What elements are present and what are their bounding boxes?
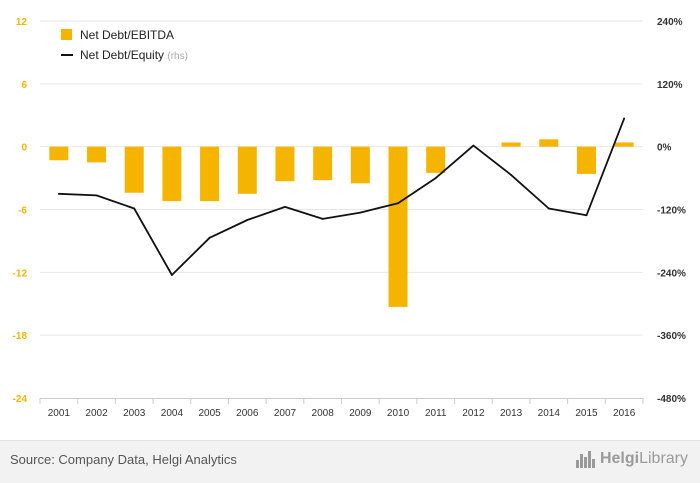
bar-2013 bbox=[501, 142, 521, 147]
line-point-2008 bbox=[321, 218, 324, 220]
line-point-2011 bbox=[434, 177, 437, 179]
bar-2015 bbox=[576, 146, 596, 174]
bar-2005 bbox=[200, 146, 220, 202]
right-tick-label: 120% bbox=[657, 80, 683, 91]
chart-svg: 12 6 0 -6 -12 -18 -24 240% 120% 0% -120% -240% -360… bbox=[13, 17, 686, 419]
x-tick-label: 2010 bbox=[387, 408, 410, 419]
right-tick-label: -480% bbox=[657, 394, 686, 405]
right-axis: 240% 120% 0% -120% -240% -360% -480% bbox=[657, 17, 686, 405]
bar-2010 bbox=[388, 146, 408, 307]
bar-2004 bbox=[162, 146, 182, 202]
line-point-2016 bbox=[623, 117, 626, 120]
source-text: Source: Company Data, Helgi Analytics bbox=[10, 452, 237, 467]
line-point-2005 bbox=[208, 236, 211, 239]
line-point-2009 bbox=[359, 211, 362, 214]
x-tick-label: 2004 bbox=[161, 408, 184, 419]
left-tick-label: -18 bbox=[13, 331, 28, 342]
bar-2003 bbox=[124, 146, 144, 193]
legend-rhs-suffix: (rhs) bbox=[167, 51, 188, 62]
left-tick-label: 0 bbox=[21, 143, 27, 154]
right-tick-label: 0% bbox=[657, 143, 672, 154]
x-tick-label: 2013 bbox=[500, 408, 523, 419]
line-point-2002 bbox=[95, 194, 98, 197]
bar-2016 bbox=[614, 142, 634, 147]
legend: Net Debt/EBITDA Net Debt/Equity (rhs) bbox=[61, 28, 188, 62]
line-point-2014 bbox=[547, 207, 550, 210]
library-logo-icon bbox=[575, 450, 596, 468]
x-tick-label: 2016 bbox=[613, 408, 636, 419]
x-tick-label: 2014 bbox=[538, 408, 561, 419]
bar-2002 bbox=[87, 146, 107, 163]
left-tick-label: -12 bbox=[13, 268, 28, 279]
x-tick-label: 2009 bbox=[349, 408, 372, 419]
line-point-2006 bbox=[246, 219, 249, 221]
x-tick-label: 2006 bbox=[236, 408, 259, 419]
left-tick-label: 12 bbox=[16, 17, 28, 28]
right-tick-label: -120% bbox=[657, 206, 686, 217]
line-point-2015 bbox=[585, 214, 588, 217]
equity-line bbox=[57, 117, 626, 276]
x-tick-label: 2005 bbox=[198, 408, 221, 419]
right-tick-label: 240% bbox=[657, 17, 683, 28]
bar-2014 bbox=[539, 139, 559, 147]
x-tick-label: 2012 bbox=[462, 408, 485, 419]
x-tick-label: 2003 bbox=[123, 408, 146, 419]
right-tick-label: -240% bbox=[657, 268, 686, 279]
left-tick-label: -6 bbox=[18, 206, 27, 217]
bars bbox=[49, 139, 634, 307]
x-tick-label: 2015 bbox=[575, 408, 598, 419]
x-tick-label: 2011 bbox=[425, 408, 447, 419]
legend-label-ebitda: Net Debt/EBITDA bbox=[80, 28, 174, 42]
legend-swatch-ebitda bbox=[61, 29, 72, 40]
line-point-2001 bbox=[57, 192, 60, 195]
bar-2009 bbox=[350, 146, 370, 184]
line-point-2003 bbox=[133, 207, 136, 210]
left-tick-label: 6 bbox=[21, 80, 27, 91]
line-point-2004 bbox=[171, 274, 173, 276]
left-axis: 12 6 0 -6 -12 -18 -24 bbox=[13, 17, 28, 405]
helgi-library-logo: HelgiLibrary bbox=[575, 450, 688, 468]
line-point-2012 bbox=[472, 144, 475, 147]
footer: Source: Company Data, Helgi Analytics He… bbox=[0, 440, 700, 483]
bar-2008 bbox=[313, 146, 333, 181]
line-point-2010 bbox=[397, 202, 399, 205]
line-point-2013 bbox=[510, 174, 512, 176]
left-tick-label: -24 bbox=[13, 394, 28, 405]
logo-text: HelgiLibrary bbox=[599, 450, 688, 467]
legend-label-equity: Net Debt/Equity (rhs) bbox=[80, 48, 188, 62]
x-tick-label: 2007 bbox=[274, 408, 297, 419]
x-tick-label: 2001 bbox=[48, 408, 71, 419]
right-tick-label: -360% bbox=[657, 331, 686, 342]
x-tick-label: 2008 bbox=[312, 408, 335, 419]
bar-2007 bbox=[275, 146, 295, 182]
bar-2001 bbox=[49, 146, 69, 161]
equity-line-path bbox=[58, 118, 626, 276]
chart: 12 6 0 -6 -12 -18 -24 240% 120% 0% -120% -240% -360… bbox=[13, 17, 686, 419]
line-point-2007 bbox=[284, 205, 286, 208]
bar-2006 bbox=[237, 146, 257, 194]
bar-2011 bbox=[426, 146, 446, 173]
x-tick-label: 2002 bbox=[85, 408, 108, 419]
x-axis: 2001 2002 2003 2004 2005 2006 2007 2008 2009 2010… bbox=[39, 398, 644, 419]
